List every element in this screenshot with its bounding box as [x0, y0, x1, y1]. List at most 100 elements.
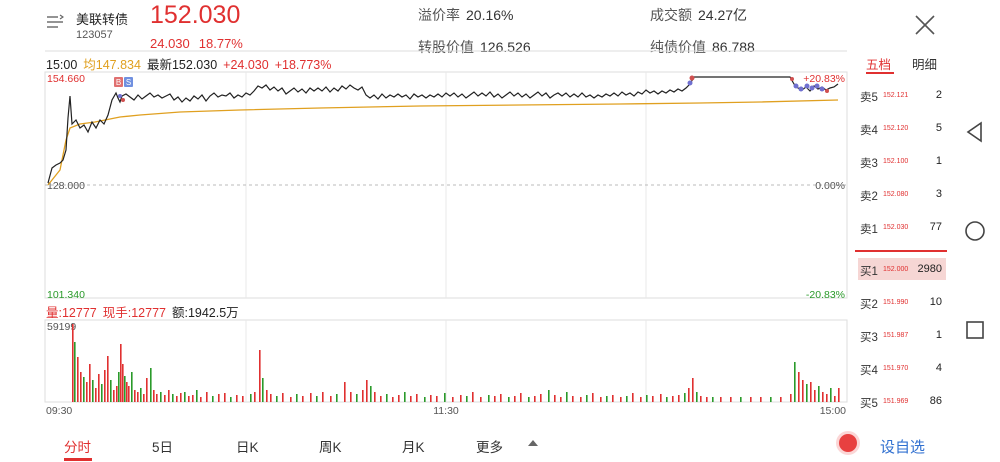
volume-bar	[124, 376, 126, 402]
volume-bar	[150, 368, 152, 402]
ask-label: 卖5	[860, 92, 878, 104]
ask-label: 卖4	[860, 125, 878, 137]
intraday-chart[interactable]: 154.660 128.000 101.340 +20.83% 0.00% -2…	[0, 0, 850, 420]
ask-volume: 3	[935, 188, 942, 200]
volume-bar	[107, 356, 109, 402]
volume-bar	[646, 395, 648, 402]
ask-label: 卖1	[860, 224, 878, 236]
volume-bar	[720, 397, 722, 402]
bid-row-1[interactable]: 买1 152.000 2980	[858, 258, 946, 280]
volume-bar	[212, 396, 214, 402]
pct-min-label: -20.83%	[806, 289, 845, 301]
bid-row-3[interactable]: 买3 151.987 1	[858, 324, 946, 346]
bid-label: 买1	[860, 266, 878, 278]
bid-label: 买3	[860, 332, 878, 344]
price-line	[47, 76, 839, 184]
volume-bar	[118, 372, 120, 402]
ask-row-5[interactable]: 卖5 152.121 2	[858, 84, 946, 106]
volume-bar	[700, 396, 702, 402]
volume-bar	[296, 394, 298, 402]
tab-more[interactable]: 更多	[476, 440, 503, 455]
add-to-watchlist-button[interactable]: 设自选	[880, 439, 926, 456]
volume-bar	[242, 396, 244, 402]
volume-bar	[520, 393, 522, 402]
volume-bar	[444, 393, 446, 402]
volume-bar	[730, 397, 732, 402]
ask-row-1[interactable]: 卖1 152.030 77	[858, 216, 946, 238]
volume-bar	[336, 394, 338, 402]
volume-bar	[430, 395, 432, 402]
sell-marker-icon[interactable]	[124, 77, 133, 87]
stock-name: 美联转债	[76, 12, 129, 27]
volume-bar	[110, 380, 112, 402]
volume-bar	[366, 380, 368, 402]
volume-bar	[554, 395, 556, 402]
bid-row-4[interactable]: 买4 151.970 4	[858, 357, 946, 379]
volume-bar	[83, 377, 85, 402]
volume-bar	[290, 397, 292, 402]
average-price-line	[47, 99, 839, 186]
tab-weekly-k[interactable]: 周K	[319, 440, 342, 455]
tab-monthly-k[interactable]: 月K	[402, 440, 425, 455]
chart-average: 均147.834	[83, 58, 141, 72]
price-change: 24.030 18.77%	[150, 36, 252, 51]
time-end-label: 15:00	[820, 405, 846, 417]
volume-bar	[101, 384, 103, 402]
menu-icon[interactable]	[46, 14, 64, 30]
trade-dot	[825, 89, 829, 93]
trade-dot	[790, 77, 794, 81]
volume-bar	[370, 386, 372, 402]
recents-icon[interactable]	[963, 318, 987, 342]
bid-label: 买2	[860, 299, 878, 311]
volume-bar	[606, 396, 608, 402]
ask-row-2[interactable]: 卖2 152.080 3	[858, 183, 946, 205]
ask-volume: 77	[929, 221, 942, 233]
volume-bar	[316, 396, 318, 402]
volume-bar	[92, 380, 94, 402]
tab-details[interactable]: 明细	[912, 58, 938, 72]
tab-underline	[866, 72, 894, 74]
tab-intraday[interactable]: 分时	[64, 440, 91, 455]
volume-bar	[780, 397, 782, 402]
volume-bar	[184, 392, 186, 402]
buy-marker-icon[interactable]	[114, 77, 123, 87]
volume-bar	[143, 394, 145, 402]
ask-price: 152.120	[883, 125, 909, 132]
change-value: 24.030	[150, 36, 190, 51]
bid-volume: 1	[935, 329, 942, 341]
close-icon[interactable]	[913, 13, 937, 37]
change-percent: 18.77%	[198, 36, 243, 51]
tab-5day[interactable]: 5日	[152, 440, 174, 455]
volume-bar	[386, 394, 388, 402]
ask-price: 152.080	[883, 191, 909, 198]
volume-value: 量:12777	[46, 306, 97, 320]
tab-five-levels[interactable]: 五档	[866, 58, 892, 72]
trade-dot	[687, 80, 693, 86]
ask-label: 卖3	[860, 158, 878, 170]
order-book-divider	[855, 250, 947, 252]
volume-bar	[472, 392, 474, 402]
tab-daily-k[interactable]: 日K	[236, 440, 259, 455]
stock-code: 123057	[76, 29, 113, 41]
bid-price: 151.969	[883, 398, 909, 405]
volume-bar	[712, 397, 714, 402]
back-icon[interactable]	[963, 120, 987, 144]
pct-max-label: +20.83%	[803, 73, 845, 85]
volume-bar	[254, 392, 256, 402]
volume-bar	[356, 394, 358, 402]
record-icon[interactable]	[839, 434, 857, 452]
stock-detail-page: 美联转债 123057 152.030 24.030 18.77% 溢价率 20.1…	[0, 0, 947, 461]
volume-bar	[380, 396, 382, 402]
volume-bar	[678, 395, 680, 402]
bid-row-5[interactable]: 买5 151.969 86	[858, 390, 946, 412]
more-arrow-icon[interactable]	[528, 440, 538, 446]
volume-max-label: 59199	[47, 321, 76, 333]
ask-row-4[interactable]: 卖4 152.120 5	[858, 117, 946, 139]
volume-bar	[830, 388, 832, 402]
time-mid-label: 11:30	[433, 405, 459, 417]
ask-row-3[interactable]: 卖3 152.100 1	[858, 150, 946, 172]
bid-row-2[interactable]: 买2 151.990 10	[858, 291, 946, 313]
volume-bar	[548, 390, 550, 402]
stat-premium: 溢价率 20.16%	[418, 5, 513, 25]
home-icon[interactable]	[963, 219, 987, 243]
